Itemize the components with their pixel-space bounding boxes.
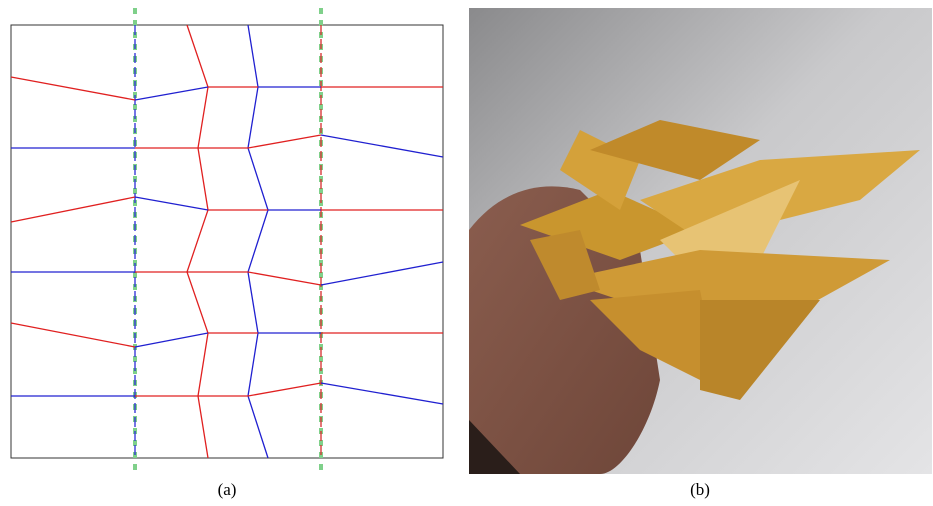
page: (a) (b) (() => { const data = JSON.parse… (0, 0, 933, 506)
panel-label: (b) (690, 480, 710, 499)
figure: (a) (b) (0, 0, 933, 506)
crease-pattern (11, 8, 443, 472)
panel-label: (a) (218, 480, 237, 499)
photo (469, 8, 932, 474)
